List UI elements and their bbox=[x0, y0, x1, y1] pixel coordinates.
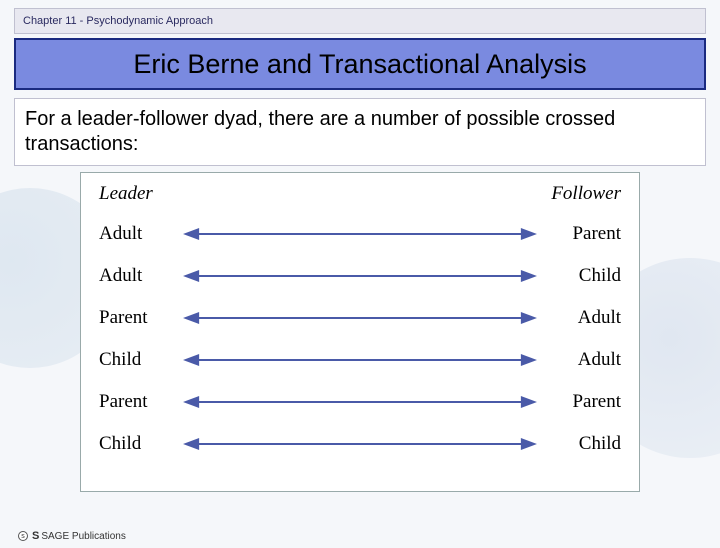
row-left-label: Parent bbox=[99, 391, 179, 413]
row-left-label: Adult bbox=[99, 223, 179, 245]
row-left-label: Child bbox=[99, 349, 179, 371]
row-left-label: Parent bbox=[99, 307, 179, 329]
row-right-label: Adult bbox=[541, 349, 621, 371]
transactions-diagram: Leader Follower Adult Parent Adult Child Par… bbox=[80, 172, 640, 492]
double-arrow-icon bbox=[179, 348, 541, 372]
row-right-label: Adult bbox=[541, 307, 621, 329]
title-bar: Eric Berne and Transactional Analysis bbox=[14, 38, 706, 90]
chapter-label: Chapter 11 - Psychodynamic Approach bbox=[23, 15, 213, 27]
diagram-row: Parent Adult bbox=[99, 297, 621, 339]
double-arrow-icon bbox=[179, 264, 541, 288]
double-arrow-icon bbox=[179, 390, 541, 414]
row-right-label: Parent bbox=[541, 391, 621, 413]
diagram-rows: AdultParentAdultChildParentAdultChildAdu… bbox=[99, 213, 621, 465]
row-left-label: Child bbox=[99, 433, 179, 455]
sage-s: S bbox=[32, 530, 39, 542]
intro-text: For a leader-follower dyad, there are a … bbox=[25, 108, 615, 155]
double-arrow-icon bbox=[179, 222, 541, 246]
chapter-bar: Chapter 11 - Psychodynamic Approach bbox=[14, 8, 706, 34]
diagram-row: Parent Parent bbox=[99, 381, 621, 423]
diagram-header: Leader Follower bbox=[99, 183, 621, 205]
diagram-row: Child Adult bbox=[99, 339, 621, 381]
row-right-label: Child bbox=[541, 265, 621, 287]
diagram-right-header: Follower bbox=[551, 183, 621, 205]
double-arrow-icon bbox=[179, 432, 541, 456]
publisher-footer: s S SAGE Publications bbox=[18, 530, 126, 542]
row-left-label: Adult bbox=[99, 265, 179, 287]
double-arrow-icon bbox=[179, 306, 541, 330]
slide-title: Eric Berne and Transactional Analysis bbox=[133, 49, 586, 80]
diagram-row: Adult Parent bbox=[99, 213, 621, 255]
row-right-label: Parent bbox=[541, 223, 621, 245]
diagram-row: Adult Child bbox=[99, 255, 621, 297]
diagram-row: Child Child bbox=[99, 423, 621, 465]
row-right-label: Child bbox=[541, 433, 621, 455]
diagram-left-header: Leader bbox=[99, 183, 153, 205]
intro-box: For a leader-follower dyad, there are a … bbox=[14, 98, 706, 166]
